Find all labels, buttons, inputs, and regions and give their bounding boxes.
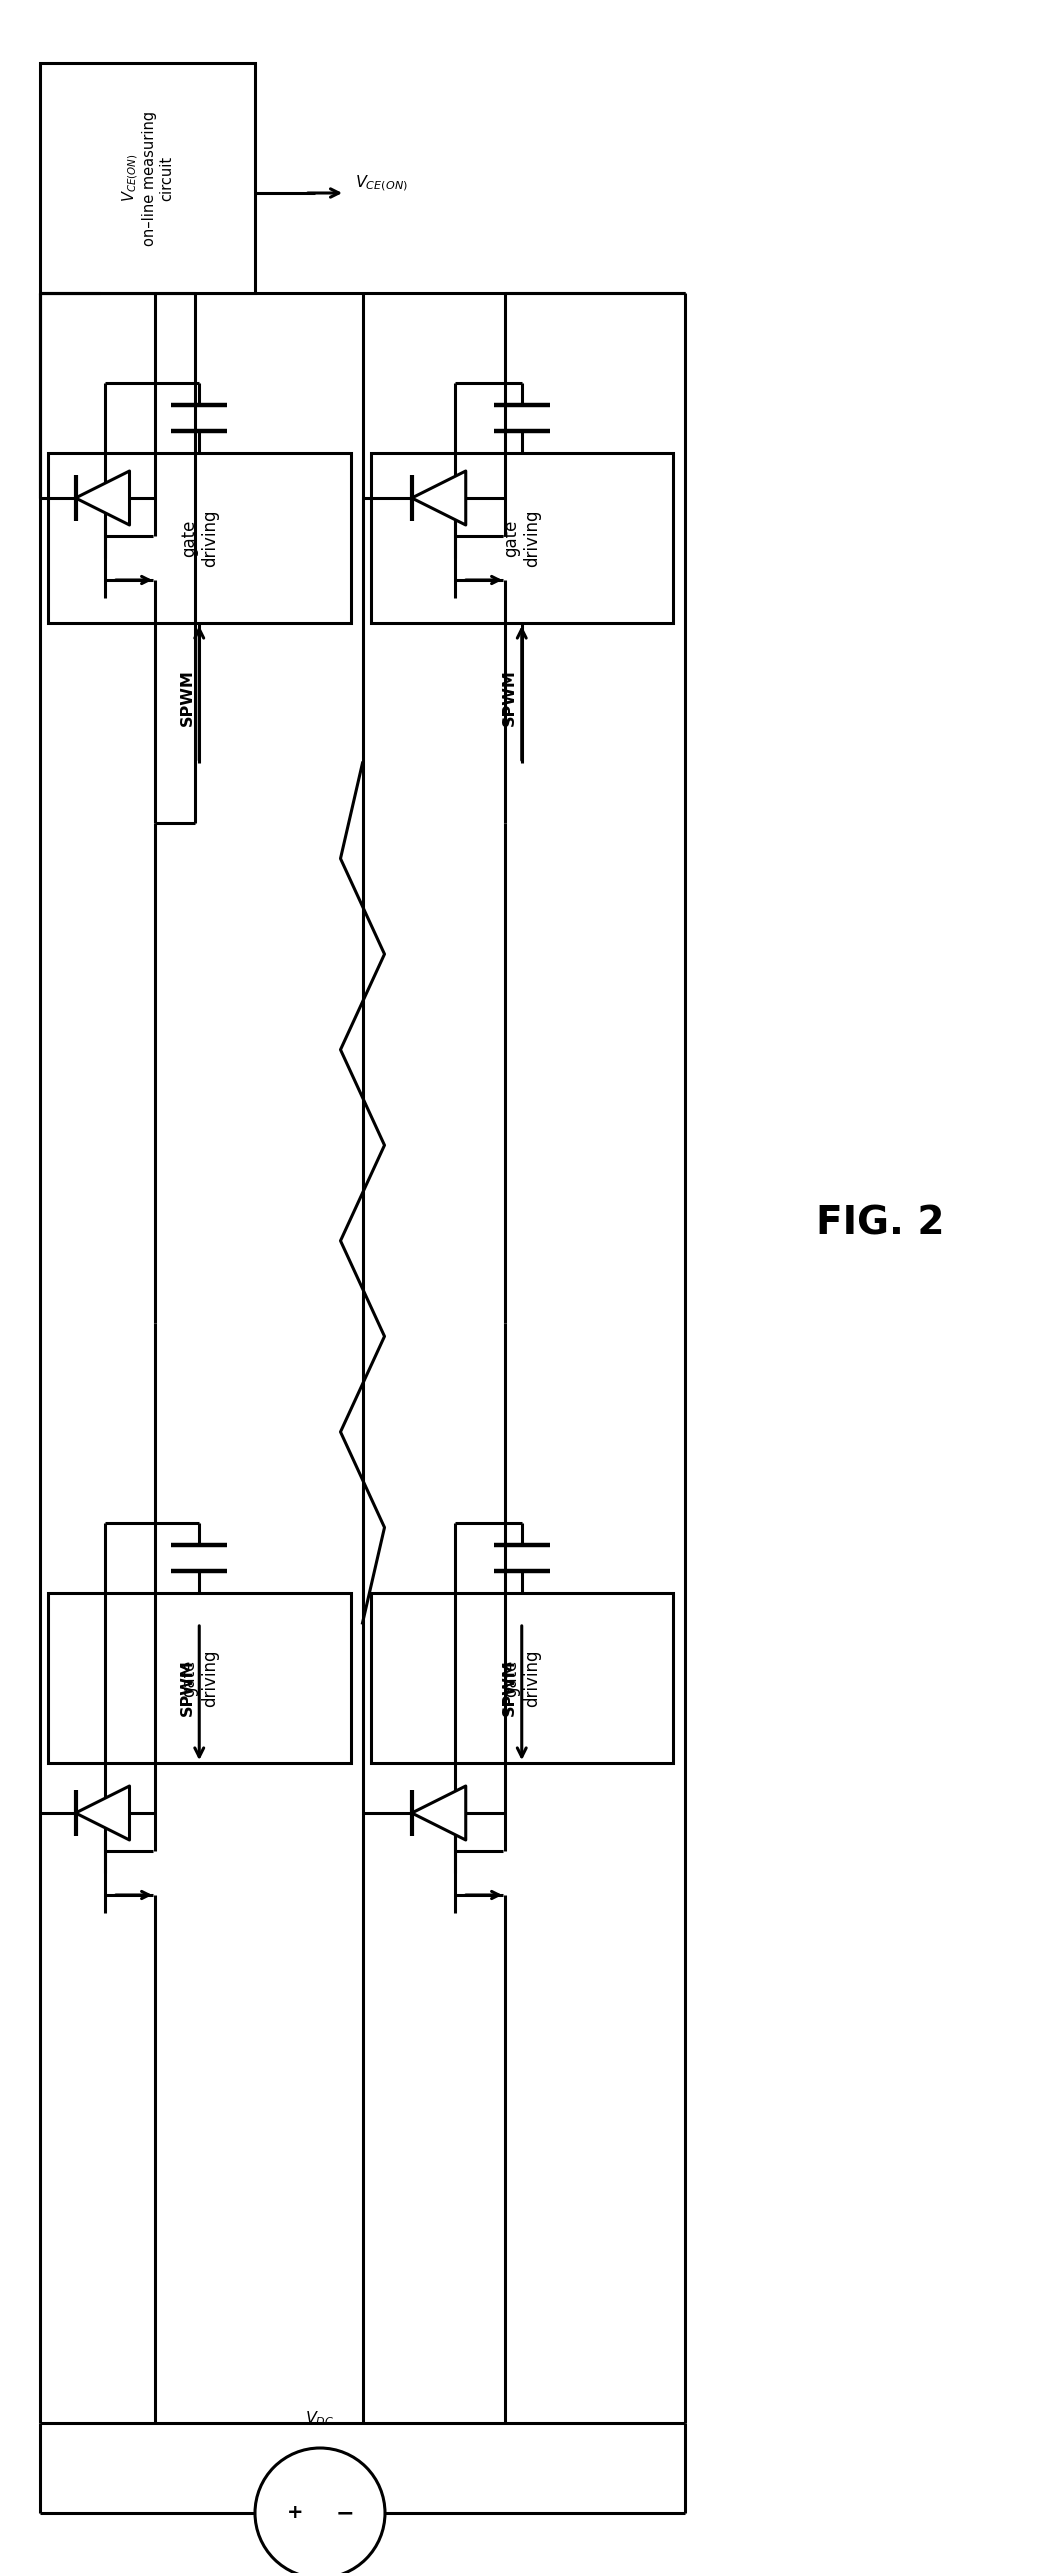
Text: gate
driving: gate driving bbox=[502, 509, 541, 566]
Text: SPWM: SPWM bbox=[502, 669, 517, 726]
Text: SPWM: SPWM bbox=[180, 669, 194, 726]
Text: gate
driving: gate driving bbox=[502, 1649, 541, 1706]
Bar bbox=[371, 1593, 673, 1763]
Bar bbox=[48, 1593, 351, 1763]
Polygon shape bbox=[75, 471, 130, 525]
Bar bbox=[40, 62, 255, 293]
Text: $V_{CE(ON)}$: $V_{CE(ON)}$ bbox=[355, 172, 408, 193]
Text: FIG. 2: FIG. 2 bbox=[816, 1204, 944, 1243]
Text: gate
driving: gate driving bbox=[180, 509, 219, 566]
Text: +: + bbox=[286, 2504, 303, 2522]
Text: $V_{CE(ON)}$
on–line measuring
circuit: $V_{CE(ON)}$ on–line measuring circuit bbox=[120, 111, 174, 244]
Text: −: − bbox=[336, 2504, 354, 2524]
Text: SPWM: SPWM bbox=[180, 1660, 194, 1716]
Text: SPWM: SPWM bbox=[502, 1660, 517, 1716]
Bar bbox=[48, 453, 351, 623]
Polygon shape bbox=[412, 471, 466, 525]
Polygon shape bbox=[75, 1786, 130, 1840]
Text: $V_{DC}$: $V_{DC}$ bbox=[305, 2408, 335, 2429]
Text: gate
driving: gate driving bbox=[180, 1649, 219, 1706]
Polygon shape bbox=[412, 1786, 466, 1840]
Bar bbox=[371, 453, 673, 623]
